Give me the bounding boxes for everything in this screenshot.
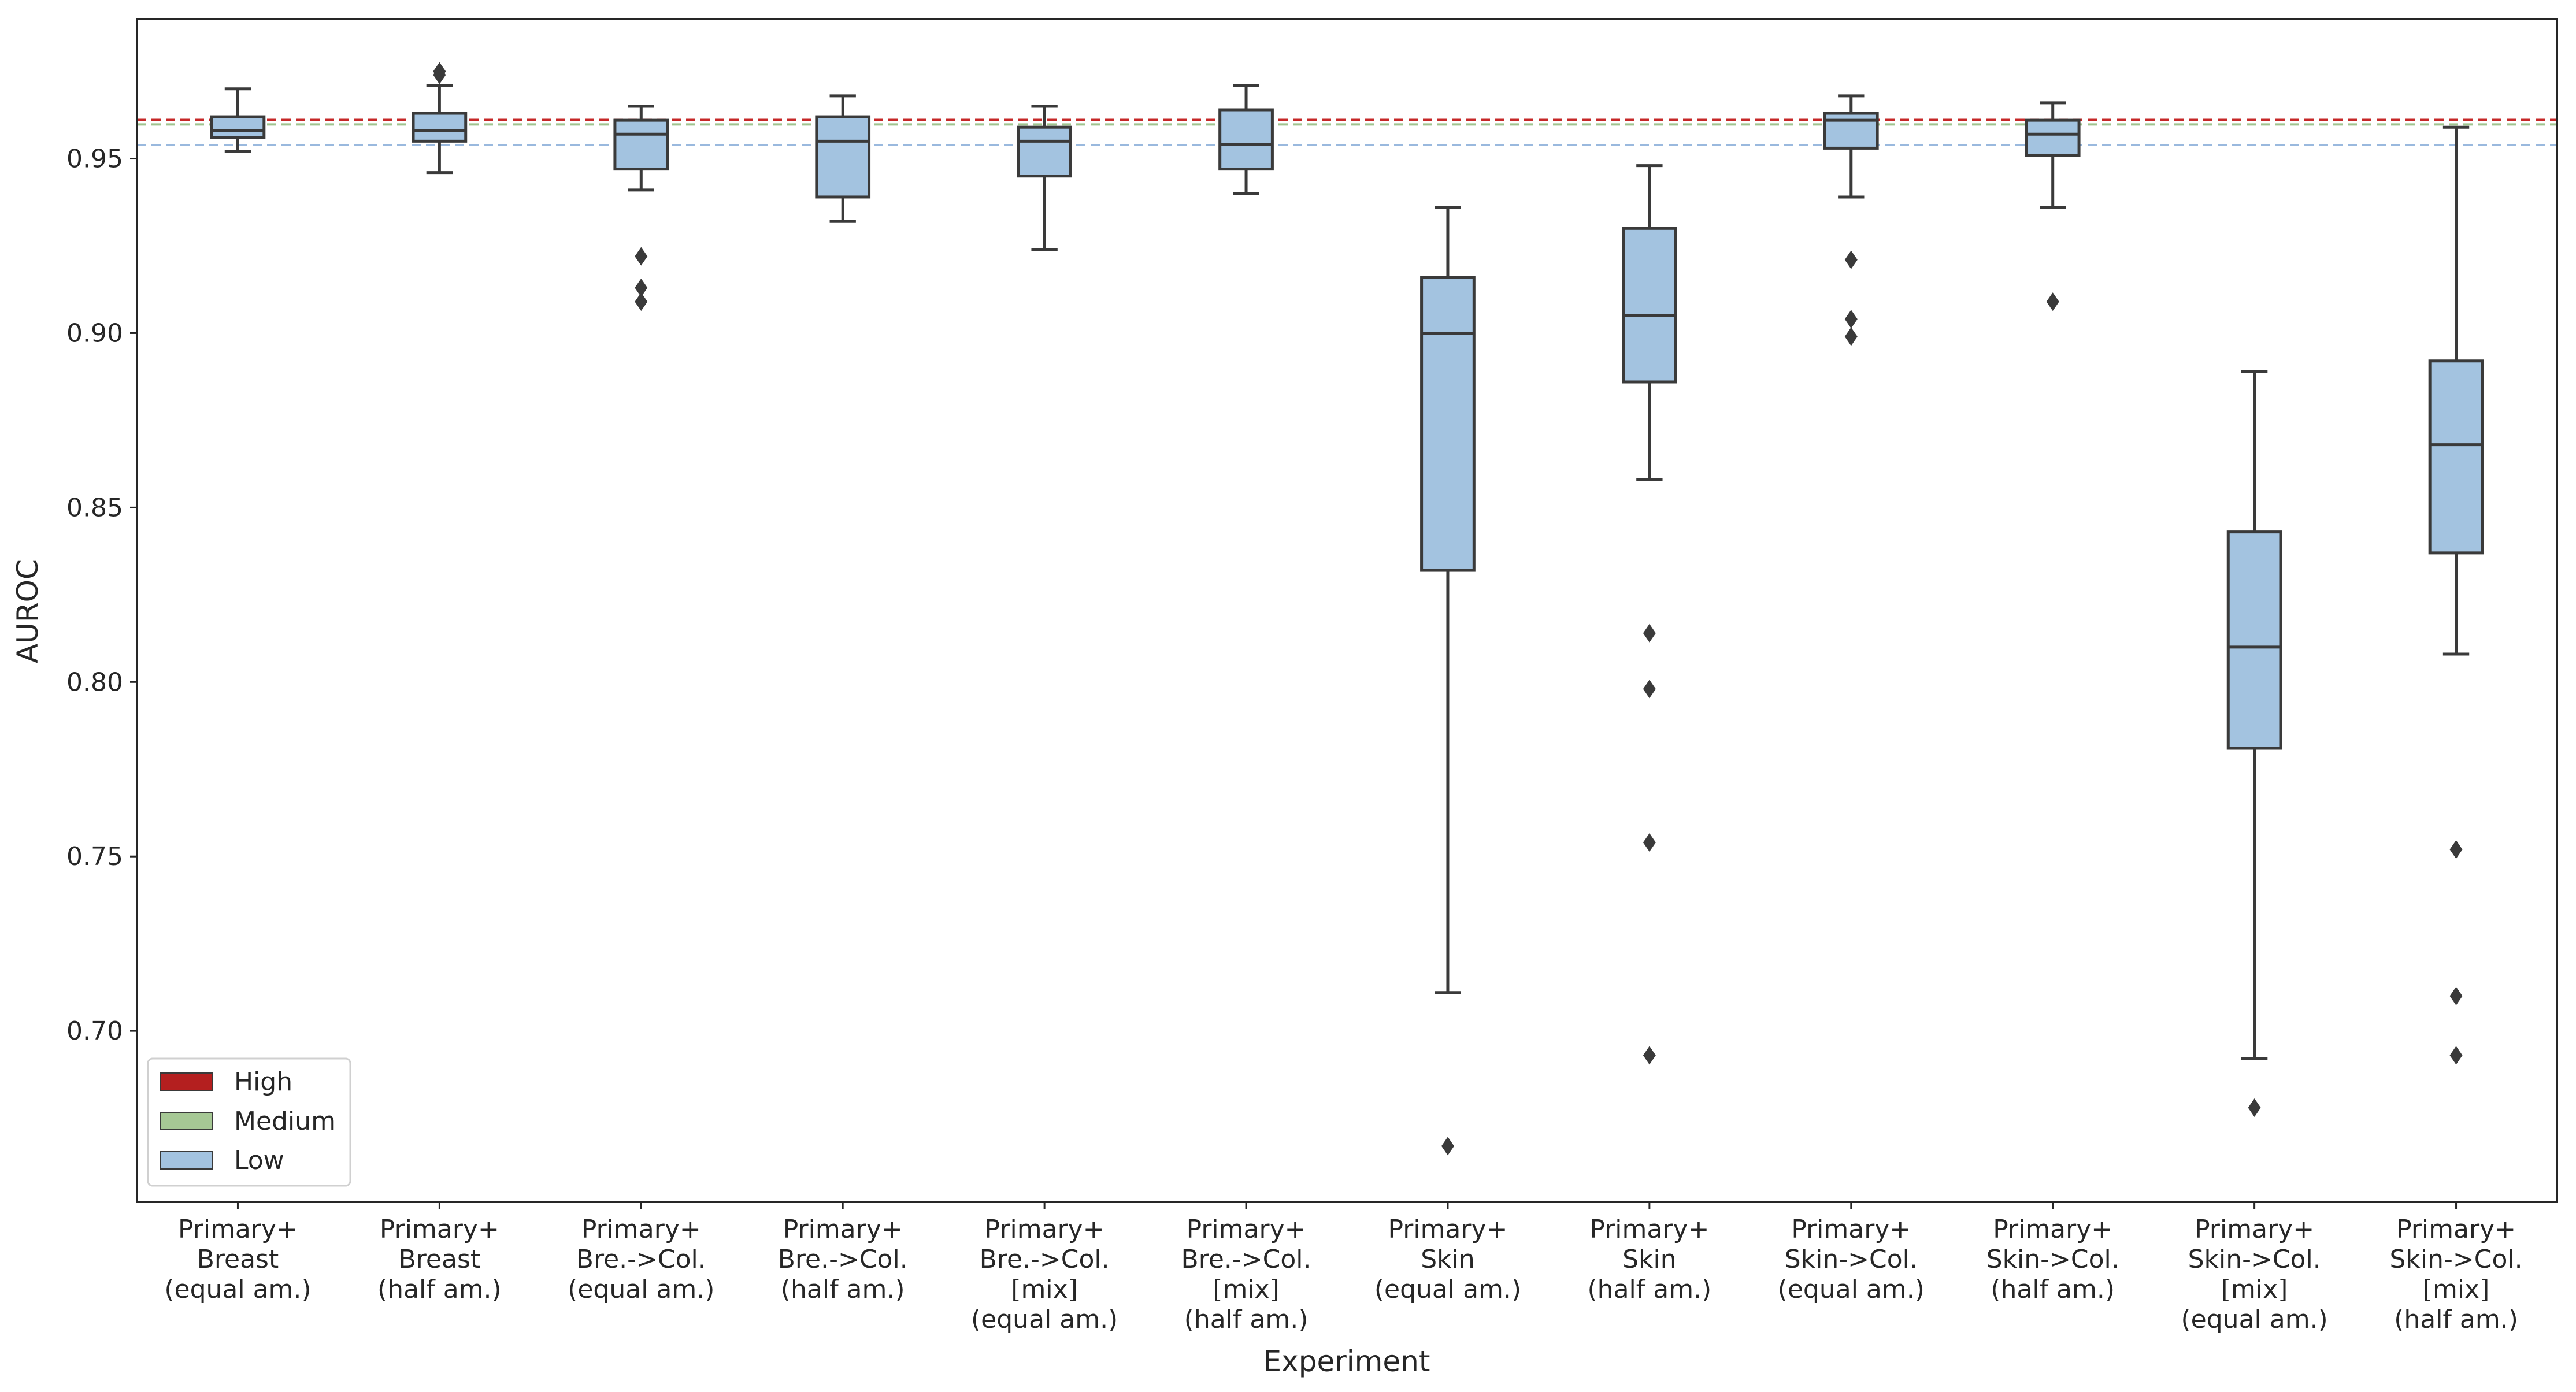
x-tick-label: Primary+ Skin->Col. [mix] (equal am.) [2181, 1215, 2328, 1334]
box-group [2428, 125, 2484, 1065]
box-group [1017, 105, 1072, 251]
outlier-point [1844, 327, 1858, 346]
y-axis-title: AUROC [11, 559, 45, 663]
box-iqr [2226, 530, 2282, 750]
y-tick-label: 0.80 [66, 667, 123, 697]
box-iqr [412, 112, 468, 143]
outlier-point [2449, 986, 2463, 1005]
box-iqr [1622, 227, 1677, 384]
box-group [815, 94, 871, 223]
box-group [210, 87, 266, 153]
outlier-point [635, 278, 648, 297]
outlier-point [2449, 1046, 2463, 1065]
outlier-point [1643, 623, 1656, 643]
box-iqr [1420, 276, 1476, 572]
outlier-point [635, 292, 648, 311]
legend-label-medium: Medium [234, 1107, 336, 1136]
outlier-point [1844, 310, 1858, 329]
x-axis: Primary+ Breast (equal am.) Primary+ Breast(… [164, 1202, 2523, 1334]
y-tick-label: 0.70 [66, 1016, 123, 1046]
legend-swatch-low [160, 1151, 213, 1170]
box-group [1622, 164, 1677, 1065]
box-group [2025, 101, 2081, 311]
outlier-point [1643, 1046, 1656, 1065]
box-iqr [815, 115, 871, 199]
box-group [1420, 206, 1476, 1156]
box-group [1218, 84, 1274, 195]
plot-area-frame [136, 18, 2558, 1203]
x-tick-label: Primary+ Skin (half am.) [1588, 1215, 1712, 1304]
outlier-point [2248, 1098, 2261, 1117]
legend-swatch-medium [160, 1112, 213, 1130]
box-group [613, 105, 669, 311]
outlier-point [433, 62, 446, 81]
x-axis-title: Experiment [1263, 1345, 1430, 1378]
box-iqr [2025, 118, 2081, 157]
outlier-point [1844, 250, 1858, 269]
outlier-point [1441, 1137, 1454, 1156]
legend-label-high: High [234, 1067, 292, 1097]
box-iqr [613, 118, 669, 171]
x-tick-label: Primary+ Skin->Col. [mix] (half am.) [2389, 1215, 2522, 1334]
outlier-point [2449, 840, 2463, 859]
outlier-point [1643, 833, 1656, 852]
y-tick-label: 0.90 [66, 318, 123, 348]
box-iqr [1823, 112, 1879, 150]
outlier-point [2046, 292, 2059, 311]
y-axis: 0.70 0.75 0.80 0.85 0.90 0.95 [66, 144, 137, 1046]
x-tick-label: Primary+ Bre.->Col. [mix] (equal am.) [971, 1215, 1118, 1334]
box-series [210, 62, 2484, 1156]
reference-lines [137, 118, 2557, 146]
x-tick-label: Primary+ Skin->Col. (equal am.) [1778, 1215, 1925, 1304]
x-tick-label: Primary+ Skin (equal am.) [1374, 1215, 1521, 1304]
x-tick-label: Primary+ Bre.->Col. (equal am.) [568, 1215, 714, 1304]
legend: High Medium Low [147, 1057, 351, 1187]
box-iqr [210, 115, 266, 139]
x-tick-label: Primary+ Breast (equal am.) [164, 1215, 311, 1304]
y-tick-label: 0.75 [66, 842, 123, 871]
box-group [2226, 370, 2282, 1117]
outlier-point [1643, 680, 1656, 699]
box-iqr [1218, 108, 1274, 171]
box-iqr [2428, 359, 2484, 555]
y-tick-label: 0.95 [66, 144, 123, 174]
x-tick-label: Primary+ Bre.->Col. (half am.) [778, 1215, 908, 1304]
box-group [412, 62, 468, 175]
box-group [1823, 94, 1879, 346]
box-iqr [1017, 125, 1072, 178]
legend-swatch-high [160, 1072, 213, 1091]
x-tick-label: Primary+ Breast (half am.) [377, 1215, 502, 1304]
y-tick-label: 0.85 [66, 493, 123, 522]
outlier-point [635, 247, 648, 266]
x-tick-label: Primary+ Bre.->Col. [mix] (half am.) [1181, 1215, 1311, 1334]
legend-label-low: Low [234, 1146, 284, 1175]
x-tick-label: Primary+ Skin->Col. (half am.) [1986, 1215, 2119, 1304]
